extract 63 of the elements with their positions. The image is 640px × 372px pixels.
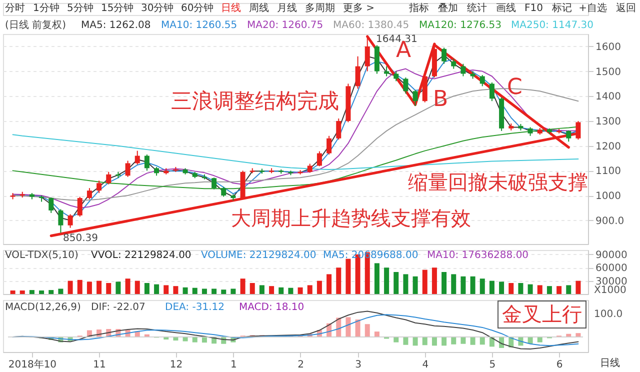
annotation: B bbox=[433, 87, 448, 112]
text: 标记 bbox=[551, 2, 572, 14]
annotation: MACD(12,26,9) bbox=[5, 302, 82, 313]
text: 指标 bbox=[408, 2, 429, 14]
text: 周线 bbox=[249, 2, 269, 14]
text: 100.0 bbox=[594, 309, 623, 320]
y-tick-label: 90000 bbox=[596, 250, 628, 261]
x-tick-label: 4 bbox=[422, 360, 429, 370]
annotation: 850.39 bbox=[63, 233, 98, 244]
text: (日线 前复权) bbox=[5, 19, 66, 31]
x-tick-label: 11 bbox=[93, 360, 106, 370]
text: F10 bbox=[524, 3, 543, 14]
annotation: C bbox=[507, 75, 522, 100]
text: 1分钟 bbox=[33, 2, 60, 14]
text: X1000 bbox=[594, 285, 626, 296]
annotation: MA10: 17636288.00 bbox=[427, 250, 529, 261]
text: MA10: 1260.55 bbox=[161, 20, 238, 31]
series-label: DEA: -31.12 bbox=[165, 302, 224, 313]
text: 画线 bbox=[496, 2, 516, 14]
y-tick-label: 1400 bbox=[596, 92, 621, 103]
text: 分时 bbox=[5, 2, 25, 14]
text: 60分钟 bbox=[181, 2, 214, 14]
x-tick-label: 1 bbox=[230, 360, 237, 370]
annotation: 缩量回撤未破强支撑 bbox=[408, 170, 588, 194]
annotation: VOLUME: 22129824.00 bbox=[201, 250, 316, 261]
text: MA60: 1380.45 bbox=[333, 20, 410, 31]
y-tick-label: 1600 bbox=[596, 42, 621, 53]
text: MACD: 18.10 bbox=[239, 302, 304, 313]
annotation: VOL-TDX(5,10) bbox=[5, 250, 78, 261]
text: MA20: 1260.75 bbox=[247, 20, 324, 31]
text: 日线 bbox=[221, 2, 241, 14]
y-tick-label: 1200 bbox=[596, 141, 621, 152]
text: 统计 bbox=[467, 2, 487, 14]
y-tick-label: 900.0 bbox=[596, 216, 624, 227]
text: 5分钟 bbox=[67, 2, 94, 14]
series-label: DIF: -22.07 bbox=[91, 302, 146, 313]
text: 月线 bbox=[277, 2, 297, 14]
annotation: VVOL: 22129824.00 bbox=[91, 250, 192, 261]
y-tick-label: 1100 bbox=[596, 166, 621, 178]
annotation: 金叉上行 bbox=[502, 302, 582, 326]
x-tick-label: 5 bbox=[489, 360, 496, 370]
y-tick-label: 1000 bbox=[596, 191, 621, 202]
x-tick-label: 2018年10 bbox=[8, 358, 57, 370]
y-tick-label: 60000 bbox=[596, 263, 628, 274]
text: 多周期 bbox=[305, 2, 335, 14]
annotation: 大周期上升趋势线支撑有效 bbox=[231, 206, 471, 230]
y-tick-label: 1300 bbox=[596, 116, 621, 128]
text: 15分钟 bbox=[101, 2, 134, 14]
x-tick-label: 2 bbox=[298, 360, 304, 370]
text: 更多 > bbox=[343, 2, 375, 14]
x-tick-label: 3 bbox=[355, 360, 362, 370]
text: 30分钟 bbox=[141, 2, 174, 14]
y-tick-label: 1500 bbox=[596, 66, 621, 78]
text: 返回 bbox=[616, 2, 636, 14]
annotation: 三浪调整结构完成 bbox=[171, 89, 339, 113]
text: 日线 bbox=[600, 357, 620, 369]
text: +自选 bbox=[578, 2, 607, 14]
text: MA120: 1276.53 bbox=[419, 20, 502, 31]
text: MA5: 1262.08 bbox=[81, 20, 151, 31]
text: 叠加 bbox=[438, 2, 458, 14]
x-tick-label: 12 bbox=[170, 360, 183, 370]
x-tick-label: 6 bbox=[556, 360, 563, 370]
text: MA250: 1147.30 bbox=[511, 20, 594, 31]
